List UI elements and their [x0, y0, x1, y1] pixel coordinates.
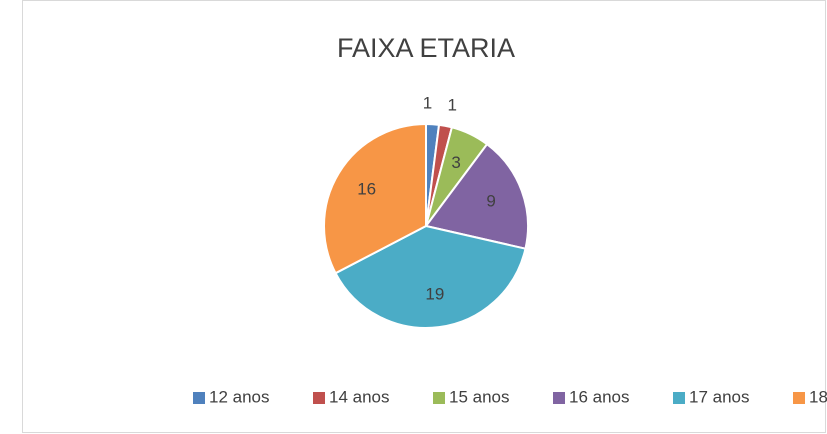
legend-swatch [553, 392, 565, 404]
legend-swatch [673, 392, 685, 404]
legend-swatch [193, 392, 205, 404]
legend-label: 15 anos [449, 387, 510, 406]
data-label: 1 [447, 96, 456, 115]
data-label: 9 [486, 192, 495, 211]
pie-slice [323, 122, 427, 275]
data-label: 1 [423, 94, 432, 113]
data-label: 3 [451, 153, 460, 172]
chart-title: FAIXA ETARIA [337, 33, 515, 63]
data-label: 19 [425, 284, 444, 303]
legend-label: 12 anos [209, 387, 270, 406]
legend-swatch [433, 392, 445, 404]
data-label: 16 [357, 180, 376, 199]
pie-slice [334, 224, 527, 329]
legend-label: 16 anos [569, 387, 630, 406]
legend-label: 14 anos [329, 387, 390, 406]
pie-slice [424, 142, 529, 250]
legend-swatch [793, 392, 805, 404]
legend-swatch [313, 392, 325, 404]
legend-label: 17 anos [689, 387, 750, 406]
legend-label: 18 anos [809, 387, 827, 406]
